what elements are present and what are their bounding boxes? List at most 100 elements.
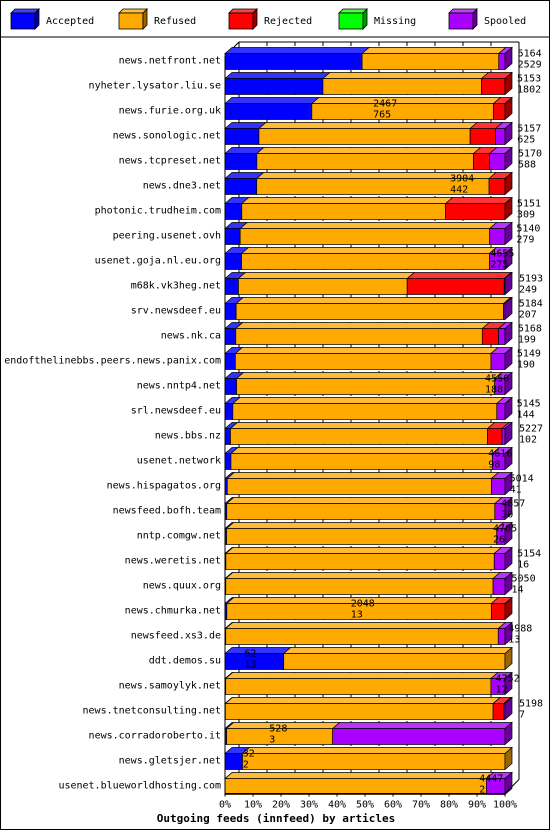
accepted-value: 249 [519,285,537,296]
offered-value: 4988 [508,624,532,635]
bar-segment-spooled [504,671,513,696]
accepted-value: 275 [490,260,508,271]
category-label: srv.newsdeef.eu [131,306,221,317]
legend-swatch-refused [142,8,148,30]
offered-value: 4857 [501,499,525,510]
bar-segment-refused [504,746,513,771]
bar-segment-spooled [504,446,513,471]
bar-segment-rejected [488,178,506,195]
bar-segment-refused [235,303,504,320]
bar-segment-refused [224,697,502,704]
bar-segment-spooled [496,403,506,420]
bar-segment-spooled [504,46,513,71]
bar-segment-accepted [224,303,237,320]
category-label: news.quux.org [143,581,221,592]
bar-segment-refused [310,97,502,104]
accepted-value: 13 [508,635,520,646]
offered-value: 5198 [519,699,543,710]
accepted-value: 190 [517,360,535,371]
bar-segment-spooled [504,246,513,271]
bar-segment-refused [229,447,501,454]
bar-segment-refused [321,72,490,79]
x-tick-label: 80% [440,800,458,811]
bar-segment-refused [504,646,513,671]
bar-segment-spooled [504,571,513,596]
accepted-value: 98 [488,460,500,471]
accepted-value: 13 [351,610,363,621]
bar-segment-spooled [504,521,513,546]
bar-segment-accepted [224,753,243,770]
category-label: srl.newsdeef.eu [131,406,221,417]
offered-value: 5227 [519,424,543,435]
accepted-value: 207 [519,310,537,321]
x-tick-label: 20% [272,800,290,811]
accepted-value: 1802 [517,85,541,96]
bar-segment-accepted [224,378,237,395]
legend-swatch-missing [338,12,364,30]
bar-segment-spooled [501,428,506,445]
offered-value: 62 [244,649,256,660]
x-tick-label: 0% [219,800,231,811]
accepted-value: 2529 [518,60,542,71]
category-label: peering.usenet.ovh [113,231,221,242]
bar-segment-refused [224,547,503,554]
offered-value: 5140 [516,224,540,235]
offered-value: 5164 [518,49,542,60]
bar-segment-rejected [492,703,505,720]
bar-segment-refused [311,103,494,120]
category-label: news.netfront.net [119,56,221,67]
bar-segment-rejected [504,596,513,621]
offered-value: 5151 [517,199,541,210]
bar-segment-spooled [504,421,513,446]
x-tick-label: 70% [412,800,430,811]
bar-segment-refused [238,278,408,295]
accepted-value: 41 [510,485,522,496]
legend: Accepted Refused Rejected Missing Spooled [1,8,549,38]
chart-title: Outgoing feeds (innfeed) by articles [157,812,395,825]
offered-value: 3904 [450,174,474,185]
x-tick-label: 10% [244,800,262,811]
offered-value: 2467 [373,99,397,110]
bar-segment-refused [234,322,491,329]
bar-segment-rejected [504,171,513,196]
category-label: news.gletsjer.net [119,756,221,767]
category-label: nntp.comgw.net [137,531,221,542]
offered-value: 5050 [512,574,536,585]
bar-segment-spooled [504,371,513,396]
accepted-value: 588 [518,160,536,171]
category-label: nyheter.lysator.liu.se [89,81,221,92]
bar-segment-rejected [493,103,506,120]
bar-segment-spooled [504,146,513,171]
legend-label-missing: Missing [374,16,416,27]
bar-segment-accepted [224,428,231,445]
bar-segment-spooled [504,271,513,296]
bar-segment-refused [241,253,490,270]
bar-segment-spooled [504,721,513,746]
x-axis: 0% 10% 20% 30% 40% 50% 60% 70% 80% 90% 100% [219,779,520,811]
bar-segment-spooled [493,553,506,570]
legend-swatch-rejected [252,8,258,30]
bar-segment-spooled [489,228,506,245]
category-label: ddt.demos.su [149,656,221,667]
bar-segment-accepted [224,72,331,79]
bar-segment-spooled [504,121,513,146]
bar-segment-refused [283,653,506,670]
bar-segment-accepted [224,253,242,270]
bar-segment-refused [235,372,503,379]
legend-swatch-rejected [228,8,258,14]
bar-segment-refused [231,397,505,404]
legend-swatch-refused [118,12,144,30]
offered-value: 5193 [519,274,543,285]
bar-segment-refused [239,222,498,229]
bar-segment-refused [225,553,495,570]
legend-swatch-spooled [472,8,478,30]
bar-segment-refused [225,522,505,529]
category-label: news.hispagatos.org [107,481,221,492]
bar-segment-refused [234,347,499,354]
bar-segment-refused [322,78,482,95]
category-label: news.furie.org.uk [119,106,221,117]
bar-segment-rejected [445,203,506,220]
legend-swatch-accepted [10,12,36,30]
bar-segment-refused [240,247,498,254]
